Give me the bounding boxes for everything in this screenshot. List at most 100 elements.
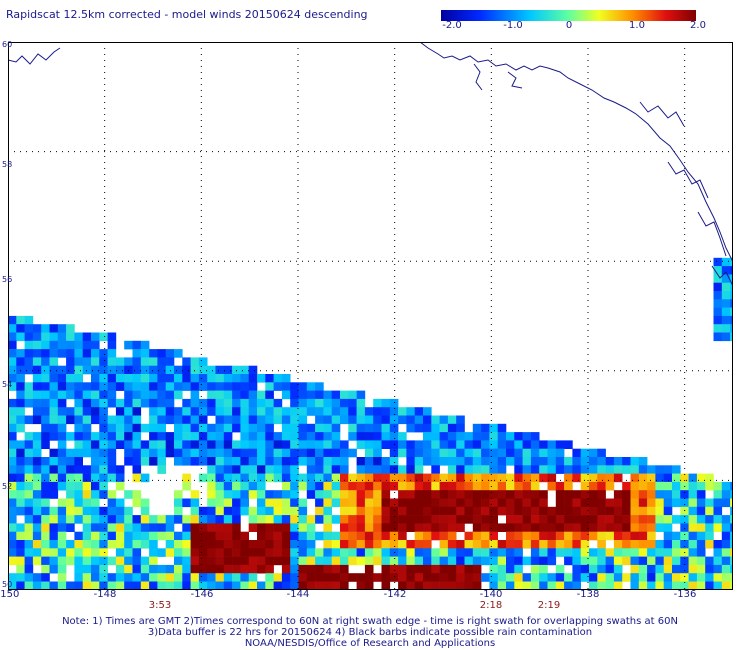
- wind-difference-cell: [273, 556, 283, 566]
- wind-difference-cells: [8, 257, 733, 590]
- wind-difference-cell: [331, 398, 341, 408]
- wind-difference-cell: [497, 523, 507, 532]
- wind-difference-cell: [423, 415, 432, 425]
- wind-difference-cell: [456, 440, 465, 449]
- wind-difference-cell: [240, 382, 249, 391]
- wind-difference-cell: [605, 465, 615, 474]
- wind-difference-cell: [364, 465, 374, 474]
- wind-difference-cell: [257, 465, 266, 474]
- wind-difference-cell: [564, 556, 573, 566]
- wind-difference-cell: [223, 581, 233, 590]
- wind-difference-cell: [24, 349, 34, 358]
- wind-difference-cell: [622, 481, 631, 491]
- wind-difference-cell: [547, 506, 557, 516]
- wind-difference-cell: [539, 465, 548, 474]
- wind-difference-cell: [613, 548, 623, 557]
- wind-difference-cell: [16, 481, 25, 491]
- wind-difference-cell: [124, 515, 133, 524]
- wind-difference-cell: [174, 423, 183, 433]
- wind-difference-cell: [506, 473, 515, 483]
- wind-difference-cell: [132, 415, 142, 425]
- wind-difference-cell: [265, 490, 274, 499]
- wind-difference-cell: [605, 556, 615, 566]
- wind-difference-cell: [555, 498, 565, 508]
- wind-difference-cell: [223, 548, 233, 557]
- wind-difference-cell: [340, 490, 349, 499]
- wind-difference-cell: [696, 523, 706, 532]
- wind-difference-cell: [273, 382, 283, 391]
- wind-difference-cell: [572, 515, 581, 524]
- wind-difference-cell: [406, 548, 415, 557]
- wind-difference-cell: [182, 540, 191, 549]
- wind-difference-cell: [124, 340, 133, 350]
- wind-difference-cell: [472, 448, 482, 458]
- colorbar-label-neg1: -1.0: [503, 20, 523, 31]
- wind-difference-cell: [696, 548, 706, 557]
- wind-difference-cell: [273, 515, 283, 524]
- wind-difference-cell: [456, 465, 465, 474]
- wind-difference-cell: [99, 365, 108, 375]
- wind-difference-cell: [489, 490, 498, 499]
- wind-difference-cell: [149, 515, 158, 524]
- wind-difference-cell: [431, 581, 440, 590]
- coastline-island-6: [711, 265, 733, 287]
- wind-difference-cell: [622, 506, 631, 516]
- wind-difference-cell: [663, 515, 673, 524]
- wind-difference-cell: [232, 473, 241, 483]
- wind-difference-cell: [472, 540, 482, 549]
- wind-difference-cell: [555, 573, 565, 582]
- wind-difference-cell: [638, 473, 648, 483]
- wind-difference-cell: [622, 573, 631, 582]
- wind-difference-cell: [107, 440, 117, 449]
- wind-difference-cell: [580, 448, 590, 458]
- wind-difference-cell: [721, 531, 731, 541]
- wind-difference-cell: [140, 423, 150, 433]
- wind-difference-cell: [389, 540, 399, 549]
- wind-difference-cell: [572, 523, 581, 532]
- wind-difference-cell: [456, 573, 465, 582]
- wind-difference-cell: [107, 349, 117, 358]
- wind-difference-cell: [290, 473, 299, 483]
- wind-difference-cell: [589, 473, 598, 483]
- wind-difference-cell: [506, 531, 515, 541]
- wind-difference-cell: [91, 473, 100, 483]
- wind-difference-cell: [431, 440, 440, 449]
- wind-difference-cell: [8, 374, 17, 383]
- wind-difference-cell: [688, 573, 698, 582]
- wind-difference-cell: [705, 540, 714, 549]
- wind-difference-cell: [481, 481, 490, 491]
- wind-difference-cell: [41, 432, 50, 441]
- wind-difference-cell: [99, 564, 108, 574]
- wind-difference-cell: [597, 481, 606, 491]
- wind-difference-cell: [497, 481, 507, 491]
- wind-difference-cell: [165, 523, 175, 532]
- wind-difference-cell: [115, 382, 125, 391]
- wind-difference-cell: [257, 423, 266, 433]
- wind-difference-cell: [232, 548, 241, 557]
- wind-difference-cell: [32, 540, 42, 549]
- wind-difference-cell: [381, 457, 391, 466]
- wind-difference-cell: [24, 548, 34, 557]
- wind-difference-cell: [464, 581, 474, 590]
- wind-difference-cell: [431, 481, 440, 491]
- wind-difference-cell: [8, 515, 17, 524]
- wind-difference-cell: [41, 523, 50, 532]
- wind-difference-cell: [406, 490, 415, 499]
- wind-difference-cell: [522, 556, 532, 566]
- wind-difference-cell: [630, 465, 640, 474]
- wind-difference-cell: [680, 556, 689, 566]
- wind-difference-cell: [32, 407, 42, 416]
- wind-difference-cell: [99, 448, 108, 458]
- wind-difference-cell: [16, 531, 25, 541]
- wind-difference-cell: [41, 573, 50, 582]
- wind-difference-cell: [497, 564, 507, 574]
- wind-difference-cell: [149, 349, 158, 358]
- wind-difference-cell: [721, 581, 731, 590]
- wind-difference-cell: [240, 540, 249, 549]
- wind-difference-cell: [730, 506, 733, 516]
- wind-difference-cell: [439, 581, 449, 590]
- wind-difference-cell: [414, 481, 424, 491]
- wind-difference-cell: [66, 382, 75, 391]
- wind-difference-cell: [223, 523, 233, 532]
- wind-difference-cell: [680, 515, 689, 524]
